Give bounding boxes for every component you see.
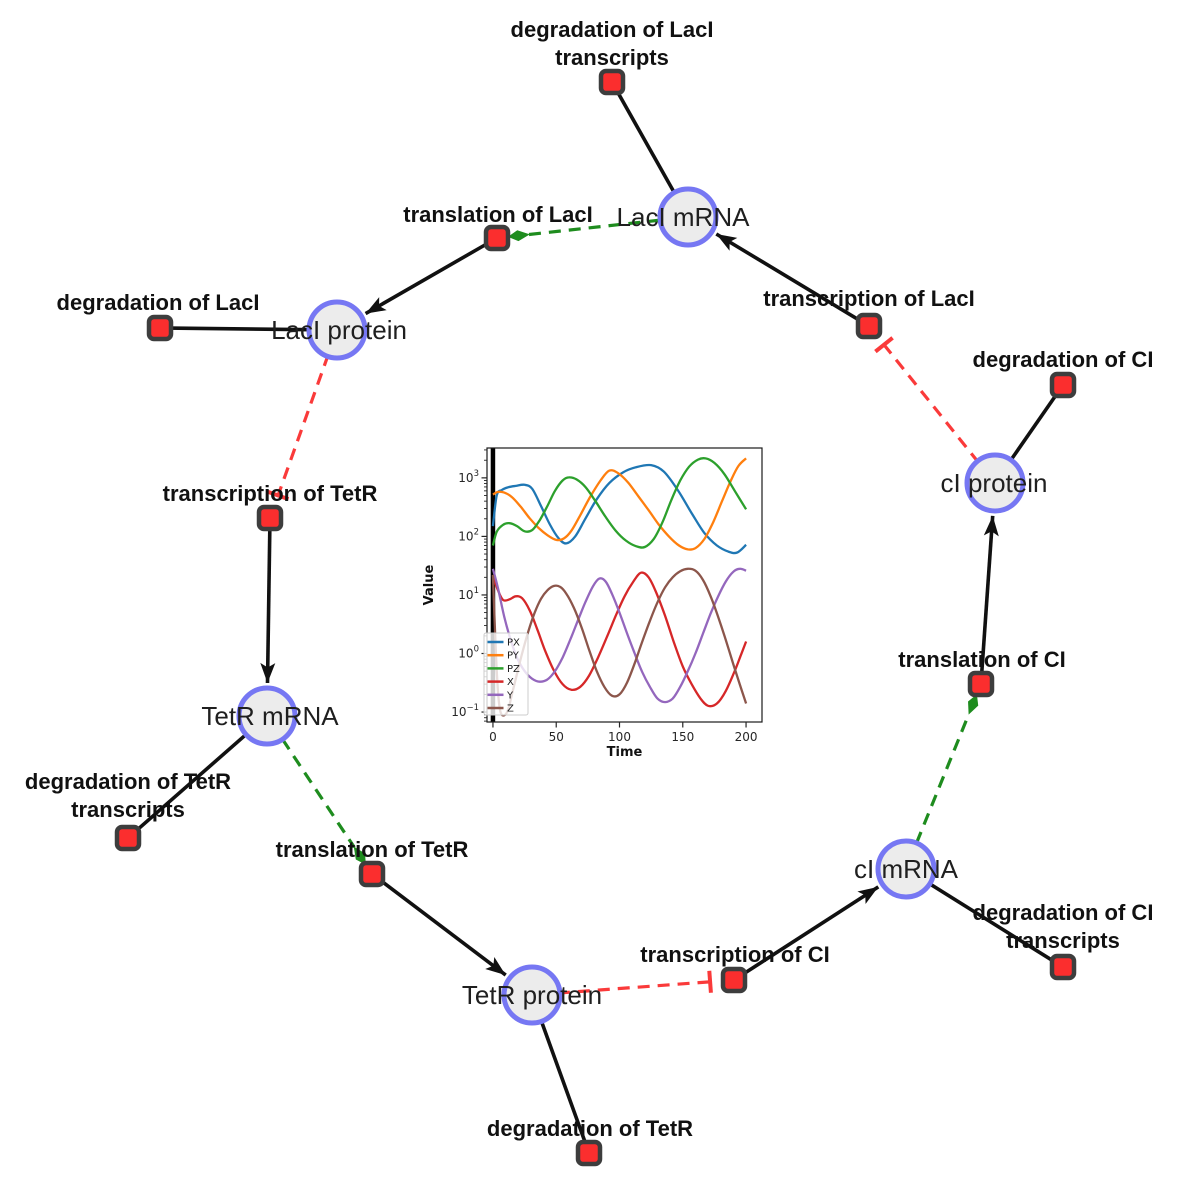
edge-reactant-ci_protein-to-deg_ci bbox=[1008, 390, 1060, 463]
species-node-ci_protein[interactable] bbox=[964, 452, 1026, 514]
species-label-tetr_mrna: TetR mRNA bbox=[201, 701, 339, 731]
series-line-Y bbox=[491, 567, 747, 704]
x-tick-label: 50 bbox=[549, 730, 564, 744]
reaction-node-translation_tetr[interactable] bbox=[358, 860, 386, 888]
species-label-ci_mrna: cI mRNA bbox=[854, 854, 959, 884]
species-node-laci_protein[interactable] bbox=[306, 299, 368, 361]
y-tick-exponent: 1 bbox=[474, 586, 479, 596]
reaction-label-deg_ci: degradation of CI bbox=[973, 347, 1154, 372]
edge-reactant-laci_mrna-to-deg_laci_transcripts bbox=[614, 88, 677, 196]
legend-label-PZ: PZ bbox=[507, 664, 520, 675]
species-label-laci_protein: LacI protein bbox=[271, 315, 407, 345]
series-line-PX bbox=[491, 463, 747, 555]
species-label-ci_protein: cI protein bbox=[941, 468, 1048, 498]
edge-inhibition-ci_protein-to-transcription_laci bbox=[874, 336, 980, 464]
reaction-label-deg_tetr_transcripts: transcripts bbox=[71, 797, 185, 822]
reaction-node-deg_tetr[interactable] bbox=[575, 1139, 603, 1167]
reaction-label-deg_tetr_transcripts: degradation of TetR bbox=[25, 769, 231, 794]
reaction-label-translation_ci: translation of CI bbox=[898, 647, 1065, 672]
reaction-label-transcription_tetr: transcription of TetR bbox=[163, 481, 378, 506]
reaction-label-deg_laci_transcripts: transcripts bbox=[555, 45, 669, 70]
reaction-label-translation_tetr: translation of TetR bbox=[276, 837, 469, 862]
edge-modifier-tetr_mrna-to-translation_tetr bbox=[281, 738, 366, 865]
reaction-node-deg_laci_transcripts[interactable] bbox=[598, 68, 626, 96]
x-tick-label: 0 bbox=[489, 730, 497, 744]
edge-product-transcription_ci-to-ci_mrna bbox=[743, 885, 880, 976]
legend-label-PY: PY bbox=[507, 651, 520, 662]
reaction-label-deg_tetr: degradation of TetR bbox=[487, 1116, 693, 1141]
y-tick-exponent: 3 bbox=[474, 469, 479, 479]
edge-reactant-ci_mrna-to-deg_ci_transcripts bbox=[927, 881, 1058, 965]
y-tick-base: 10 bbox=[458, 471, 473, 485]
x-tick-label: 100 bbox=[608, 730, 631, 744]
reaction-node-translation_laci[interactable] bbox=[483, 224, 511, 252]
legend-label-Z: Z bbox=[507, 704, 514, 715]
y-tick-label: 103 bbox=[458, 469, 479, 485]
y-tick-exponent: 0 bbox=[474, 645, 479, 655]
y-tick-label: 102 bbox=[458, 527, 479, 543]
edge-product-transcription_laci-to-laci_mrna bbox=[715, 232, 860, 322]
reaction-label-translation_laci: translation of LacI bbox=[403, 202, 592, 227]
edge-layer bbox=[132, 88, 1060, 1147]
edge-product-translation_laci-to-laci_protein bbox=[364, 242, 488, 316]
reaction-node-translation_ci[interactable] bbox=[967, 670, 995, 698]
y-tick-base: 10 bbox=[458, 588, 473, 602]
y-tick-exponent: −1 bbox=[466, 703, 479, 713]
x-tick-label: 150 bbox=[671, 730, 694, 744]
y-tick-base: 10 bbox=[458, 647, 473, 661]
plot-frame bbox=[486, 447, 763, 723]
reaction-node-transcription_laci[interactable] bbox=[855, 312, 883, 340]
reaction-label-deg_ci_transcripts: degradation of CI bbox=[973, 900, 1154, 925]
node-layer bbox=[114, 68, 1077, 1167]
edge-reactant-tetr_mrna-to-deg_tetr_transcripts bbox=[132, 731, 249, 835]
y-tick-exponent: 2 bbox=[474, 527, 479, 537]
label-layer: degradation of LacI transcripts translatio… bbox=[25, 17, 1154, 1141]
species-node-tetr_protein[interactable] bbox=[501, 964, 563, 1026]
reaction-node-deg_laci[interactable] bbox=[146, 314, 174, 342]
reaction-node-deg_ci_transcripts[interactable] bbox=[1049, 953, 1077, 981]
legend-label-Y: Y bbox=[506, 690, 514, 701]
edge-reactant-laci_protein-to-deg_laci bbox=[167, 326, 312, 332]
y-tick-base: 10 bbox=[451, 705, 466, 719]
species-label-laci_mrna: LacI mRNA bbox=[617, 202, 751, 232]
y-axis-title: Value bbox=[422, 564, 437, 605]
legend-box bbox=[483, 632, 529, 716]
edge-reactant-tetr_protein-to-deg_tetr bbox=[539, 1018, 588, 1147]
timecourse-inset-chart: 0 50 100 150 20010310210110010−1TimeValuePXP… bbox=[422, 447, 763, 760]
series-line-PY bbox=[492, 457, 747, 551]
species-node-laci_mrna[interactable] bbox=[657, 186, 719, 248]
series-line-Z bbox=[491, 567, 748, 717]
species-node-ci_mrna[interactable] bbox=[875, 838, 937, 900]
species-label-tetr_protein: TetR protein bbox=[462, 980, 602, 1010]
species-node-tetr_mrna[interactable] bbox=[236, 685, 298, 747]
reaction-label-deg_laci_transcripts: degradation of LacI bbox=[511, 17, 714, 42]
edge-inhibition-laci_protein-to-transcription_tetr bbox=[267, 353, 330, 501]
reaction-label-transcription_laci: transcription of LacI bbox=[763, 286, 974, 311]
edge-inhibition-tetr_protein-to-transcription_ci bbox=[557, 970, 713, 995]
y-tick-label: 10−1 bbox=[451, 703, 479, 719]
edge-product-translation_tetr-to-tetr_protein bbox=[380, 879, 507, 977]
series-line-X bbox=[491, 571, 748, 708]
reaction-node-transcription_ci[interactable] bbox=[720, 966, 748, 994]
edge-modifier-laci_mrna-to-translation_laci bbox=[507, 218, 661, 242]
x-axis-title: Time bbox=[607, 745, 643, 760]
x-tick-label: 200 bbox=[735, 730, 758, 744]
reaction-label-deg_laci: degradation of LacI bbox=[57, 290, 260, 315]
reaction-node-deg_tetr_transcripts[interactable] bbox=[114, 824, 142, 852]
series-line-PZ bbox=[491, 456, 748, 549]
reaction-label-transcription_ci: transcription of CI bbox=[640, 942, 829, 967]
y-tick-label: 100 bbox=[458, 645, 479, 661]
legend-label-PX: PX bbox=[507, 638, 520, 649]
y-tick-base: 10 bbox=[458, 529, 473, 543]
legend-label-X: X bbox=[507, 677, 514, 688]
reaction-node-transcription_tetr[interactable] bbox=[256, 504, 284, 532]
reaction-node-deg_ci[interactable] bbox=[1049, 371, 1077, 399]
edge-product-translation_ci-to-ci_protein bbox=[980, 515, 999, 673]
y-tick-label: 101 bbox=[458, 586, 479, 602]
edge-modifier-ci_mrna-to-translation_ci bbox=[915, 694, 979, 844]
reaction-label-deg_ci_transcripts: transcripts bbox=[1006, 928, 1120, 953]
edge-product-transcription_tetr-to-tetr_mrna bbox=[260, 529, 276, 684]
